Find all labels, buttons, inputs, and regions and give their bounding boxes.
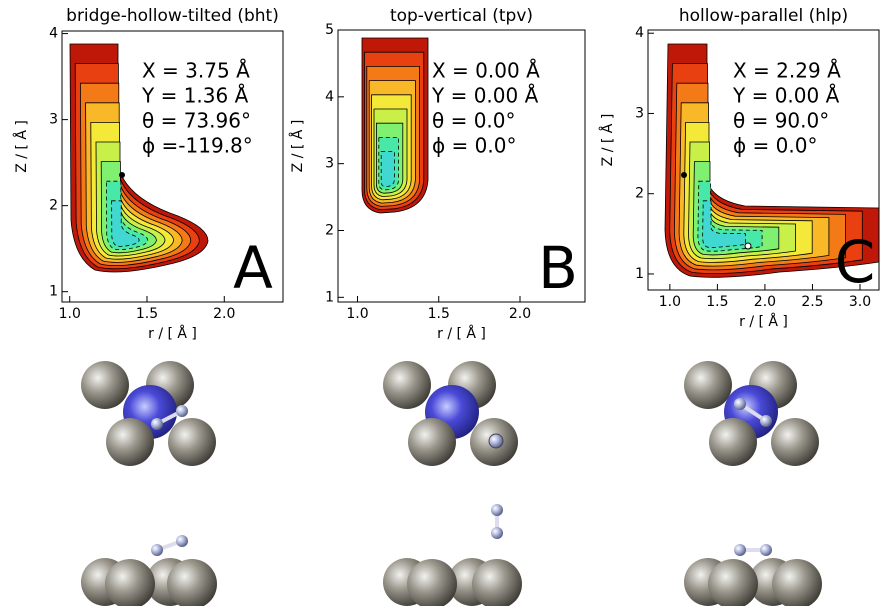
contour-map bbox=[362, 38, 428, 213]
panel-title: hollow-parallel (hlp) bbox=[679, 6, 848, 26]
x-tick-label: 1.0 bbox=[659, 294, 681, 310]
y-tick-label: 1 bbox=[49, 284, 58, 300]
panel: top-vertical (tpv) 1.0 1.5 2.0 1 2 3 4 5 r / [ Å … bbox=[289, 6, 585, 342]
side-view-tpv bbox=[383, 504, 522, 606]
annotation: ϕ = 0.0° bbox=[432, 134, 516, 158]
annotation: Y = 0.00 Å bbox=[732, 84, 840, 108]
top-view-bht bbox=[81, 361, 216, 466]
molecule-views bbox=[81, 361, 822, 606]
y-tick-label: 2 bbox=[49, 198, 58, 214]
marker bbox=[681, 172, 687, 178]
annotation: Y = 0.00 Å bbox=[431, 84, 539, 108]
top-view-hlp bbox=[684, 361, 819, 466]
panel-letter: A bbox=[233, 234, 273, 302]
panel-letter: B bbox=[538, 234, 578, 302]
figure: bridge-hollow-tilted (bht) 1.0 1.5 2.0 1 2 3 4 r… bbox=[0, 0, 880, 606]
x-axis-label: r / [ Å ] bbox=[148, 325, 197, 342]
annotation: X = 0.00 Å bbox=[432, 59, 540, 83]
panel: bridge-hollow-tilted (bht) 1.0 1.5 2.0 1 2 3 4 r… bbox=[13, 6, 283, 342]
annotation: Y = 1.36 Å bbox=[141, 84, 249, 108]
y-axis-label: Z / [ Å ] bbox=[13, 120, 30, 173]
annotation: X = 3.75 Å bbox=[142, 59, 250, 83]
x-axis-label: r / [ Å ] bbox=[739, 313, 788, 330]
annotation: ϕ =-119.8° bbox=[142, 134, 253, 158]
x-tick-label: 1.5 bbox=[706, 294, 728, 310]
top-view-tpv bbox=[383, 361, 518, 466]
y-tick-label: 4 bbox=[635, 25, 644, 41]
panel-title: top-vertical (tpv) bbox=[390, 6, 533, 26]
y-tick-label: 3 bbox=[635, 105, 644, 121]
y-tick-label: 3 bbox=[325, 156, 334, 172]
x-tick-label: 2.0 bbox=[754, 294, 776, 310]
marker bbox=[119, 172, 125, 178]
y-tick-label: 1 bbox=[635, 266, 644, 282]
annotation: X = 2.29 Å bbox=[733, 59, 841, 83]
x-tick-label: 1.0 bbox=[346, 306, 368, 322]
x-tick-label: 1.5 bbox=[136, 306, 158, 322]
y-tick-label: 3 bbox=[49, 112, 58, 128]
x-axis-label: r / [ Å ] bbox=[437, 325, 486, 342]
annotation: θ = 90.0° bbox=[733, 109, 829, 133]
panel-title: bridge-hollow-tilted (bht) bbox=[66, 6, 279, 26]
y-tick-label: 2 bbox=[325, 222, 334, 238]
contour bbox=[381, 152, 394, 187]
side-view-bht bbox=[81, 535, 217, 606]
x-tick-label: 2.0 bbox=[213, 306, 235, 322]
x-tick-label: 1.5 bbox=[428, 306, 450, 322]
annotation: θ = 73.96° bbox=[142, 109, 251, 133]
annotation: ϕ = 0.0° bbox=[733, 134, 817, 158]
panel: hollow-parallel (hlp) 1.0 1.5 2.0 2.5 3.0 1 2 3 4… bbox=[599, 6, 879, 330]
marker bbox=[745, 243, 751, 249]
x-tick-label: 1.0 bbox=[59, 306, 81, 322]
y-tick-label: 4 bbox=[49, 26, 58, 42]
y-axis-label: Z / [ Å ] bbox=[599, 114, 616, 167]
y-axis-label: Z / [ Å ] bbox=[289, 120, 306, 173]
y-tick-label: 2 bbox=[635, 186, 644, 202]
y-tick-label: 5 bbox=[325, 22, 334, 38]
x-tick-label: 2.5 bbox=[801, 294, 823, 310]
x-tick-label: 2.0 bbox=[509, 306, 531, 322]
side-view-hlp bbox=[684, 544, 822, 606]
panel-letter: C bbox=[835, 228, 876, 296]
y-tick-label: 1 bbox=[325, 289, 334, 305]
x-tick-label: 3.0 bbox=[849, 294, 871, 310]
annotation: θ = 0.0° bbox=[432, 109, 516, 133]
y-tick-label: 4 bbox=[325, 89, 334, 105]
